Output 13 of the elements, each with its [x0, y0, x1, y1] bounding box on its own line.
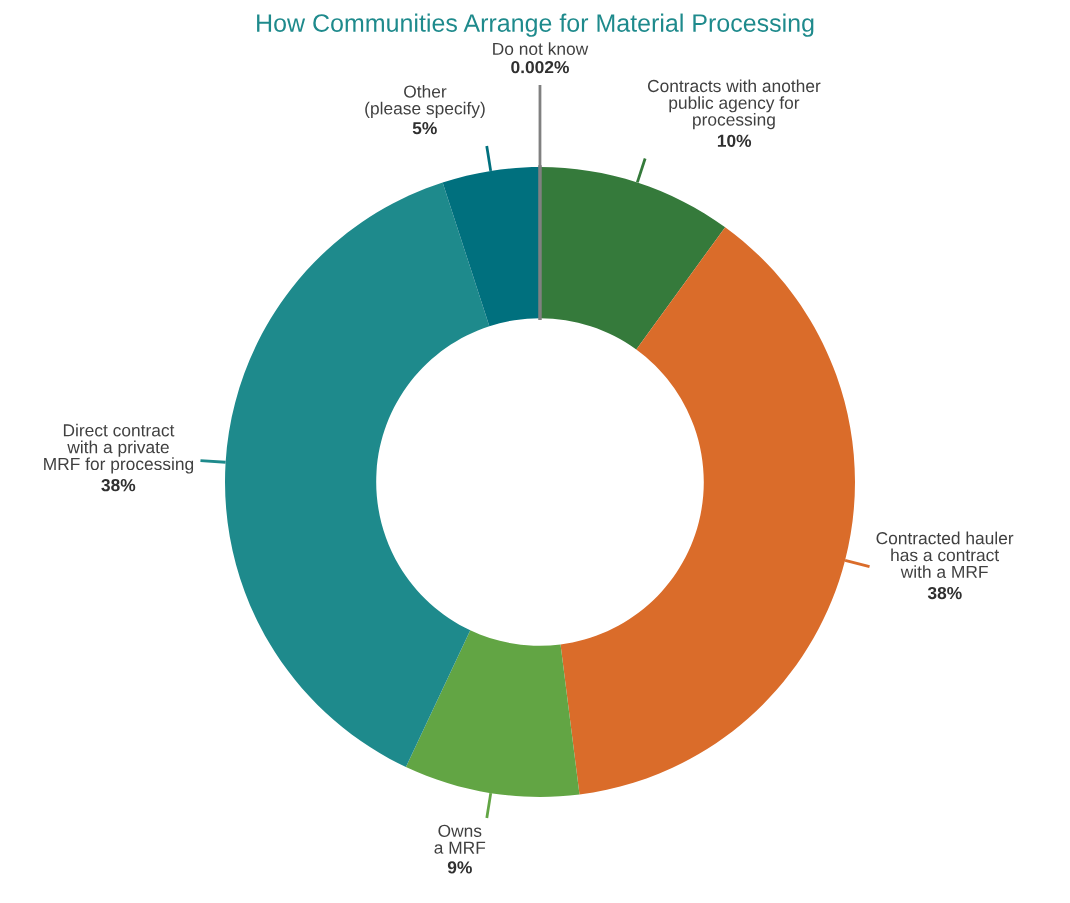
slice-label: Direct contract with a private MRF for processing: [44, 423, 194, 474]
slice-label: Contracted hauler has a contract with a MRF: [876, 531, 1014, 578]
data-label: 5%: [412, 122, 437, 135]
slice-label: Do not know: [493, 42, 589, 56]
data-label: 10%: [717, 134, 752, 147]
data-label: 38%: [927, 586, 962, 600]
chart-title: How Communities Arrange for Material Processing: [257, 13, 814, 37]
data-label: 0.002%: [511, 60, 569, 74]
data-label: 9%: [447, 861, 472, 874]
slice-label: Owns a MRF: [434, 824, 486, 854]
slice-label: Other (please specify): [365, 84, 485, 118]
data-label: 38%: [101, 479, 136, 492]
slice-label: Contracts with another public agency for processing: [647, 79, 821, 130]
